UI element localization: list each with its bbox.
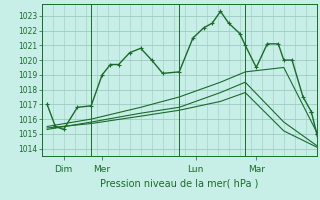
X-axis label: Pression niveau de la mer( hPa ): Pression niveau de la mer( hPa ) <box>100 178 258 188</box>
